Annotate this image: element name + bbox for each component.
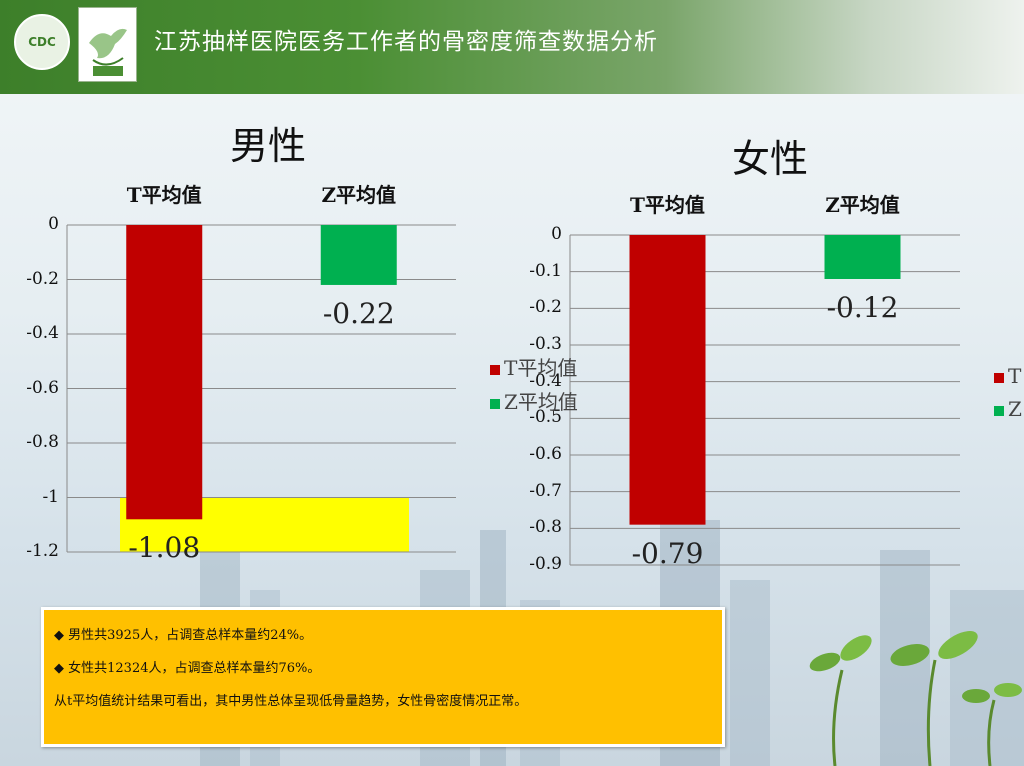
data-label: -0.79 <box>631 536 704 570</box>
legend-label-t: T平均值 <box>504 356 578 380</box>
legend-swatch-z-female <box>994 405 1004 416</box>
bar-t <box>126 225 203 520</box>
legend-z-male: Z平均值 <box>490 386 578 415</box>
y-tick-label: -0.6 <box>529 444 562 464</box>
bar-t <box>629 235 706 525</box>
legend-swatch-t-female <box>994 372 1004 383</box>
y-tick-label: -0.2 <box>529 297 562 318</box>
legend-swatch-t <box>490 364 500 375</box>
note-conclusion: 从t平均值统计结果可看出，其中男性总体呈现低骨量趋势，女性骨密度情况正常。 <box>54 694 528 709</box>
y-tick-label: -0.8 <box>529 517 562 538</box>
data-label: -1.08 <box>128 531 201 565</box>
page-title: 江苏抽样医院医务工作者的骨密度筛查数据分析 <box>154 29 658 55</box>
dove-logo <box>78 7 137 82</box>
y-tick-label: -0.8 <box>26 432 59 452</box>
category-label: T平均值 <box>126 183 202 207</box>
data-label: -0.22 <box>322 296 395 330</box>
category-label: T平均值 <box>630 193 705 217</box>
legend-swatch-z <box>490 398 500 409</box>
y-tick-label: -1.2 <box>26 541 59 561</box>
note-male: ◆ 男性共3925人，占调查总样本量约24%。 <box>54 628 313 643</box>
y-tick-label: -0.7 <box>529 480 562 501</box>
sprout-decoration <box>809 631 1022 766</box>
y-tick-label: 0 <box>48 214 59 234</box>
y-tick-label: -0.3 <box>529 334 562 354</box>
y-tick-label: -0.6 <box>26 377 59 398</box>
legend-t-female: T <box>994 364 1021 388</box>
y-tick-label: -0.1 <box>529 260 562 281</box>
legend-label-z-female: Z <box>1008 397 1022 421</box>
legend-label-t-female: T <box>1008 364 1022 388</box>
legend-label-z: Z平均值 <box>504 390 578 414</box>
legend-z-female: Z <box>994 397 1022 421</box>
category-label: Z平均值 <box>825 193 900 217</box>
y-tick-label: -0.2 <box>26 268 59 289</box>
y-tick-label: -0.5 <box>529 407 562 428</box>
category-label: Z平均值 <box>321 183 397 207</box>
legend-t-male: T平均值 <box>490 352 577 381</box>
note-female: ◆ 女性共12324人，占调查总样本量约76%。 <box>54 661 321 676</box>
female-chart-title: 女性 <box>732 137 809 181</box>
y-tick-label: -0.4 <box>529 370 562 391</box>
summary-note-box: ◆ 男性共3925人，占调查总样本量约24%。 ◆ 女性共12324人，占调查总… <box>41 607 725 747</box>
header-banner: CDC 江苏抽样医院医务工作者的骨密度筛查数据分析 <box>0 0 1024 94</box>
bar-z <box>320 225 397 285</box>
y-tick-label: -0.4 <box>26 323 59 343</box>
y-tick-label: -0.9 <box>529 554 562 574</box>
y-tick-label: 0 <box>551 224 562 244</box>
data-label: -0.12 <box>826 291 899 324</box>
cdc-logo: CDC <box>14 14 70 70</box>
y-tick-label: -1 <box>42 486 59 507</box>
bar-z <box>824 235 901 279</box>
male-chart-title: 男性 <box>230 124 307 168</box>
